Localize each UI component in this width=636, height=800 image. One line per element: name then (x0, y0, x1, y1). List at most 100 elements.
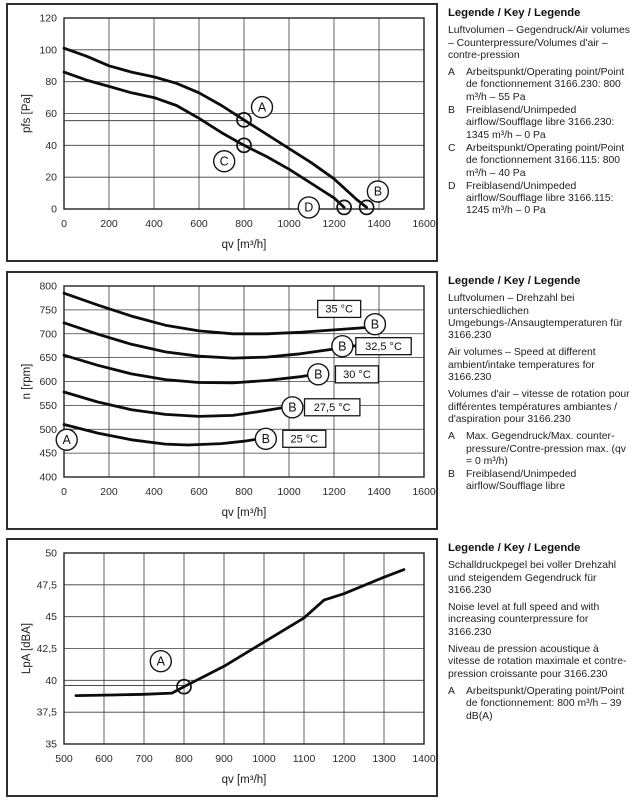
x-tick-label: 400 (145, 218, 163, 230)
y-tick-label: 120 (39, 13, 57, 25)
x-tick-label: 600 (95, 753, 113, 765)
x-tick-label: 1200 (332, 753, 356, 765)
series-label-box (317, 299, 362, 319)
legend-title: Legende / Key / Legende (448, 7, 581, 19)
x-tick-label: 1000 (277, 486, 301, 498)
x-tick-label: 1400 (367, 218, 391, 230)
series-label-text: 35 °C (325, 304, 353, 316)
series-label-box (282, 429, 327, 448)
point-marker (236, 137, 252, 154)
y-tick-label: 40 (45, 675, 57, 687)
y-axis-label: pfs [Pa] (21, 94, 33, 133)
noise-chart: 500 600 700 800 900 1000 1100 1200 1300 1400 35 37,… (21, 548, 436, 787)
y-tick-label: 550 (39, 400, 57, 412)
point-label-circle (149, 650, 173, 673)
x-tick-label: 1600 (412, 486, 436, 498)
point-label-letter: B (374, 185, 382, 199)
legend-item-b: B Freiblasend/Unimpeded airflow/Soufflag… (448, 469, 632, 494)
x-tick-label: 400 (145, 486, 163, 498)
y-tick-label: 100 (39, 44, 57, 56)
point-marker (176, 678, 192, 695)
plot-border (63, 552, 425, 745)
pressure-chart-panel: 0 200 400 600 800 1000 1200 1400 1600 0 20 40 60 80 10… (6, 3, 438, 262)
x-tick-label: 600 (190, 486, 208, 498)
pressure-chart: 0 200 400 600 800 1000 1200 1400 1600 0 20 40 60 80 10… (21, 13, 436, 252)
y-tick-label: 400 (39, 472, 57, 484)
legend-value: Freiblasend/Unimpeded airflow/Soufflage … (466, 469, 577, 493)
series-label-text: 27,5 °C (314, 402, 351, 414)
legend-key: D (448, 180, 456, 192)
point-label-circle (331, 334, 354, 358)
x-tick-label: 1300 (372, 753, 396, 765)
y-axis-label: LpA [dBA] (21, 623, 33, 674)
legend-item-d: D Freiblasend/Unimpeded airflow/Soufflag… (448, 181, 632, 218)
y-tick-label: 800 (39, 281, 57, 293)
legend-key: C (448, 142, 456, 154)
speed-chart-panel: 0 200 400 600 800 1000 1200 1400 1600 400 450 500 55… (6, 271, 438, 530)
point-label-circle (250, 95, 274, 119)
x-tick-label: 800 (175, 753, 193, 765)
curve (62, 321, 361, 360)
y-tick-label: 40 (45, 140, 57, 152)
x-tick-label: 800 (235, 486, 253, 498)
y-tick-label: 0 (51, 204, 57, 216)
series-label-box (334, 365, 380, 384)
legend-item-a: A Arbeitspunkt/Operating point/Point de … (448, 686, 632, 723)
x-tick-label: 1400 (412, 753, 436, 765)
y-tick-label: 600 (39, 376, 57, 388)
curve (62, 353, 322, 385)
x-tick-label: 0 (61, 218, 67, 230)
y-axis-label: n [rpm] (21, 364, 33, 400)
curve (62, 291, 369, 336)
x-tick-label: 1200 (322, 486, 346, 498)
speed-chart: 0 200 400 600 800 1000 1200 1400 1600 400 450 500 55… (21, 281, 436, 520)
point-label-letter: D (304, 201, 313, 215)
legend-intro-fr: Volumes d'air – vitesse de rotation pour… (448, 389, 630, 425)
x-tick-label: 1600 (412, 218, 436, 230)
y-tick-label: 450 (39, 448, 57, 460)
curve (62, 390, 284, 418)
series-label-text: 30 °C (343, 369, 371, 381)
y-tick-label: 45 (45, 611, 57, 623)
legend-key: B (448, 105, 455, 117)
legend-key: A (448, 685, 455, 697)
series-label-text: 25 °C (290, 434, 318, 446)
point-marker (336, 199, 352, 216)
legend-speed: Legende / Key / Legende Luftvolumen – Dr… (448, 275, 632, 495)
legend-value: Arbeitspunkt/Operating point/Point de fo… (466, 67, 625, 103)
curve (62, 423, 262, 447)
point-marker (236, 112, 252, 128)
legend-pressure: Legende / Key / Legende Luftvolumen – Ge… (448, 7, 632, 219)
curve (62, 70, 346, 209)
y-tick-label: 80 (45, 76, 57, 88)
point-label-circle (363, 313, 387, 336)
x-axis-label: qv [m³/h] (222, 507, 267, 519)
point-label-circle (366, 180, 390, 203)
point-label-letter: B (314, 368, 322, 382)
legend-key: A (448, 431, 455, 443)
y-tick-label: 20 (45, 172, 57, 184)
legend-item-a: A Max. Gegendruck/Max. counter-pressure/… (448, 431, 632, 468)
x-axis-label: qv [m³/h] (222, 774, 267, 786)
x-tick-label: 200 (100, 218, 118, 230)
plot-border (63, 17, 425, 210)
legend-intro-fr: Niveau de pression acoustique à vitesse … (448, 644, 627, 680)
legend-value: Arbeitspunkt/Operating point/Point de fo… (466, 685, 625, 722)
legend-noise: Legende / Key / Legende Schalldruckpegel… (448, 542, 632, 724)
series-label-box (303, 398, 361, 417)
x-tick-label: 600 (190, 218, 208, 230)
point-label-circle (281, 396, 304, 419)
y-tick-label: 650 (39, 352, 57, 364)
legend-key: B (448, 469, 455, 481)
series-label-box (355, 337, 412, 356)
legend-intro-en: Noise level at full speed and with incre… (448, 602, 600, 638)
point-label-circle (297, 196, 320, 219)
x-tick-label: 0 (61, 486, 67, 498)
point-label-letter: B (288, 400, 296, 414)
legend-title: Legende / Key / Legende (448, 275, 581, 287)
y-tick-label: 60 (45, 108, 57, 120)
curve (74, 568, 406, 698)
legend-value: Max. Gegendruck/Max. counter-pressure/Co… (466, 431, 626, 467)
point-label-circle (307, 363, 330, 386)
